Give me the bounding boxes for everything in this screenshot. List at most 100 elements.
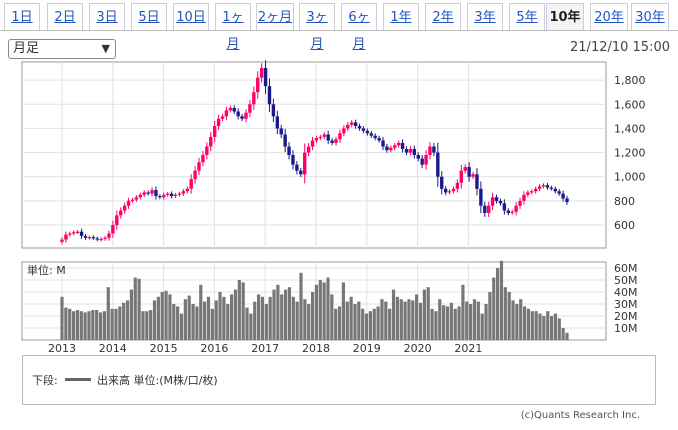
candle-body	[506, 210, 510, 213]
volume-bar	[210, 308, 214, 340]
candle-body	[236, 111, 240, 117]
volume-bar	[257, 294, 261, 340]
candle-body	[436, 152, 440, 177]
candle-body	[483, 205, 487, 213]
candle-body	[353, 122, 358, 127]
candle-body	[389, 147, 393, 151]
volume-bar	[79, 311, 83, 340]
volume-bar	[206, 296, 211, 340]
candle-body	[475, 174, 479, 189]
volume-bar	[241, 282, 245, 340]
volume-bar	[515, 304, 519, 340]
volume-bar	[499, 260, 504, 340]
tab-3年[interactable]: 3年	[467, 3, 503, 30]
volume-bar	[480, 313, 484, 340]
tab-20年[interactable]: 20年	[590, 3, 628, 30]
candle-body	[252, 92, 256, 105]
tab-1日[interactable]: 1日	[4, 3, 40, 30]
candle-body	[299, 170, 303, 175]
tab-5年[interactable]: 5年	[509, 3, 545, 30]
candle-body	[306, 146, 311, 153]
tab-6ヶ月[interactable]: 6ヶ月	[341, 3, 377, 52]
volume-bar	[68, 308, 72, 340]
volume-bar	[75, 310, 80, 340]
tab-10年[interactable]: 10年	[546, 3, 584, 30]
volume-bar	[511, 300, 515, 340]
candle-body	[201, 155, 205, 163]
candle-body	[91, 237, 96, 239]
candle-body	[443, 188, 448, 193]
candle-body	[126, 200, 131, 206]
volume-bar	[287, 287, 292, 340]
price-tick-label: 1,800	[614, 74, 646, 87]
price-tick-label: 800	[614, 195, 635, 208]
x-tick-label: 2019	[353, 342, 381, 355]
candle-body	[64, 234, 68, 240]
volume-bar	[418, 302, 423, 340]
stock-chart: 600 800 1,000 1,200 1,400 1,600 1,800 2013 2014 2…	[21, 60, 646, 355]
candle-body	[275, 116, 280, 129]
candle-body	[205, 146, 209, 155]
volume-bar	[465, 301, 469, 340]
volume-tick-label: 10M	[614, 322, 638, 335]
volume-bar	[129, 289, 133, 340]
candle-body	[212, 126, 217, 137]
tab-5日[interactable]: 5日	[131, 3, 167, 30]
candle-body	[338, 133, 342, 140]
candle-body	[189, 179, 193, 189]
candle-body	[228, 107, 233, 111]
volume-bar	[461, 284, 465, 340]
candle-body	[291, 155, 295, 165]
candle-body	[459, 170, 464, 183]
volume-bar	[438, 299, 442, 340]
volume-bar	[237, 280, 241, 340]
candle-body	[424, 155, 428, 165]
volume-bar	[553, 313, 558, 340]
candle-body	[318, 136, 323, 139]
volume-bars	[60, 260, 569, 340]
candle-body	[541, 185, 546, 187]
tab-3ヶ月[interactable]: 3ヶ月	[299, 3, 335, 52]
volume-bar	[64, 307, 68, 340]
candle-body	[150, 190, 154, 194]
volume-bar	[380, 299, 384, 340]
candle-body	[349, 122, 354, 125]
volume-bar	[114, 308, 118, 340]
volume-bar	[422, 289, 426, 340]
candle-body	[404, 148, 409, 153]
candle-body	[545, 185, 550, 188]
tab-1ヶ月[interactable]: 1ヶ月	[215, 3, 251, 52]
volume-bar	[283, 289, 288, 340]
tab-2ヶ月[interactable]: 2ヶ月	[256, 3, 294, 30]
volume-bar	[549, 316, 554, 340]
volume-bar	[345, 301, 349, 340]
volume-bar	[395, 296, 399, 340]
tab-10日[interactable]: 10日	[173, 3, 209, 30]
volume-bar	[191, 304, 195, 340]
volume-bar	[98, 312, 103, 340]
volume-bar	[322, 282, 326, 340]
volume-bar	[276, 284, 280, 340]
candle-body	[181, 191, 186, 194]
candle-body	[142, 192, 146, 195]
volume-bar	[457, 306, 461, 340]
volume-bar	[133, 277, 137, 340]
interval-select[interactable]: 月足 ▼	[8, 39, 116, 59]
candle-body	[471, 174, 475, 177]
volume-bar	[542, 316, 546, 340]
volume-bar	[268, 296, 272, 340]
volume-bar	[125, 300, 130, 340]
volume-bar	[453, 308, 457, 340]
tab-3日[interactable]: 3日	[89, 3, 125, 30]
tab-1年[interactable]: 1年	[383, 3, 419, 30]
candle-body	[83, 235, 88, 238]
tab-2日[interactable]: 2日	[47, 3, 83, 30]
tab-30年[interactable]: 30年	[631, 3, 669, 30]
candle-body	[138, 194, 142, 198]
volume-bar	[496, 268, 500, 340]
volume-bar	[183, 299, 187, 340]
x-tick-label: 2014	[99, 342, 127, 355]
volume-bar	[280, 294, 284, 340]
tab-2年[interactable]: 2年	[425, 3, 461, 30]
candle-body	[377, 138, 381, 141]
